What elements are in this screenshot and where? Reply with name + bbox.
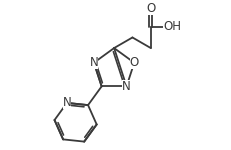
Text: O: O	[146, 2, 155, 15]
Text: N: N	[90, 56, 98, 69]
Text: N: N	[63, 96, 71, 109]
Text: O: O	[130, 56, 139, 69]
Text: OH: OH	[163, 20, 181, 33]
Text: N: N	[122, 80, 131, 93]
